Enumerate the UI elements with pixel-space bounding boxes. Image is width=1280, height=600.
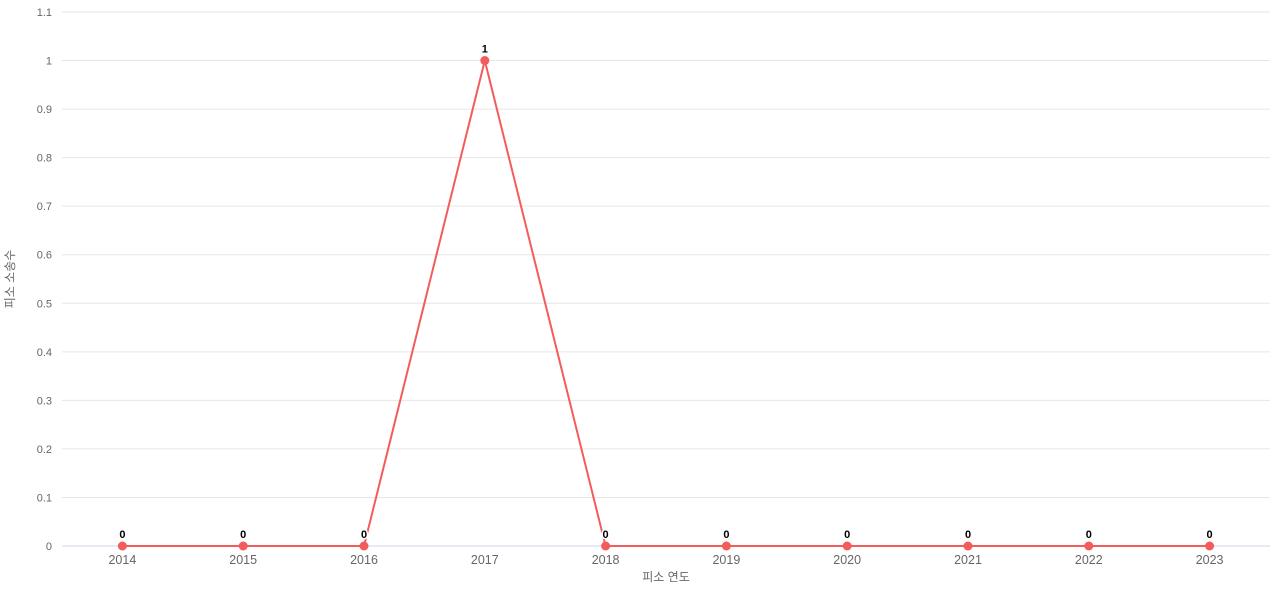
data-label-2019: 0 bbox=[723, 529, 729, 541]
x-tick-label-2015: 2015 bbox=[229, 553, 257, 567]
data-label-2018: 0 bbox=[603, 529, 609, 541]
data-label-2016: 0 bbox=[361, 529, 367, 541]
y-tick-label: 0.5 bbox=[37, 298, 52, 310]
y-tick-label: 0.6 bbox=[37, 250, 52, 262]
y-tick-label: 0.7 bbox=[37, 201, 52, 213]
y-tick-label: 0.1 bbox=[37, 492, 52, 504]
data-point-2019[interactable] bbox=[721, 541, 731, 551]
y-tick-label: 0 bbox=[46, 541, 52, 553]
series-layer: 0 0 0 1 0 0 0 0 0 0 bbox=[117, 42, 1215, 551]
x-tick-label-2014: 2014 bbox=[108, 553, 136, 567]
y-tick-label: 1 bbox=[46, 56, 52, 68]
data-label-2023: 0 bbox=[1207, 529, 1213, 541]
y-axis-title: 피소 소송수 bbox=[3, 250, 17, 309]
x-tick-label-2018: 2018 bbox=[592, 553, 620, 567]
y-tick-label: 1.1 bbox=[37, 7, 52, 19]
data-point-2014[interactable] bbox=[117, 541, 127, 551]
x-axis-title: 피소 연도 bbox=[642, 570, 690, 584]
y-tick-label: 0.9 bbox=[37, 104, 52, 116]
data-point-2016[interactable] bbox=[359, 541, 369, 551]
x-tick-label-2019: 2019 bbox=[712, 553, 740, 567]
data-point-2022[interactable] bbox=[1084, 541, 1094, 551]
data-label-2020: 0 bbox=[844, 529, 850, 541]
y-tick-label: 0.3 bbox=[37, 395, 52, 407]
data-label-2021: 0 bbox=[965, 529, 971, 541]
data-point-2021[interactable] bbox=[963, 541, 973, 551]
y-tick-label: 0.8 bbox=[37, 153, 52, 165]
data-label-2015: 0 bbox=[240, 529, 246, 541]
x-tick-label-2021: 2021 bbox=[954, 553, 982, 567]
x-tick-label-2016: 2016 bbox=[350, 553, 378, 567]
data-point-2015[interactable] bbox=[238, 541, 248, 551]
x-tick-label-2022: 2022 bbox=[1075, 553, 1103, 567]
y-tick-label: 0.2 bbox=[37, 444, 52, 456]
y-tick-label: 0.4 bbox=[37, 347, 52, 359]
data-label-2014: 0 bbox=[119, 529, 125, 541]
axis-label-layer: 0 0.1 0.2 0.3 0.4 0.5 0.6 0.7 0.8 0.9 1 1.1 2014 2015… bbox=[37, 7, 1224, 567]
data-point-2020[interactable] bbox=[842, 541, 852, 551]
data-label-2022: 0 bbox=[1086, 529, 1092, 541]
data-point-2023[interactable] bbox=[1205, 541, 1215, 551]
x-tick-label-2023: 2023 bbox=[1196, 553, 1224, 567]
data-label-2017: 1 bbox=[482, 44, 488, 56]
data-point-2017[interactable] bbox=[480, 56, 490, 66]
x-tick-label-2017: 2017 bbox=[471, 553, 499, 567]
series-line bbox=[121, 59, 1211, 547]
data-point-2018[interactable] bbox=[601, 541, 611, 551]
x-tick-label-2020: 2020 bbox=[833, 553, 861, 567]
grid-layer bbox=[62, 11, 1270, 547]
